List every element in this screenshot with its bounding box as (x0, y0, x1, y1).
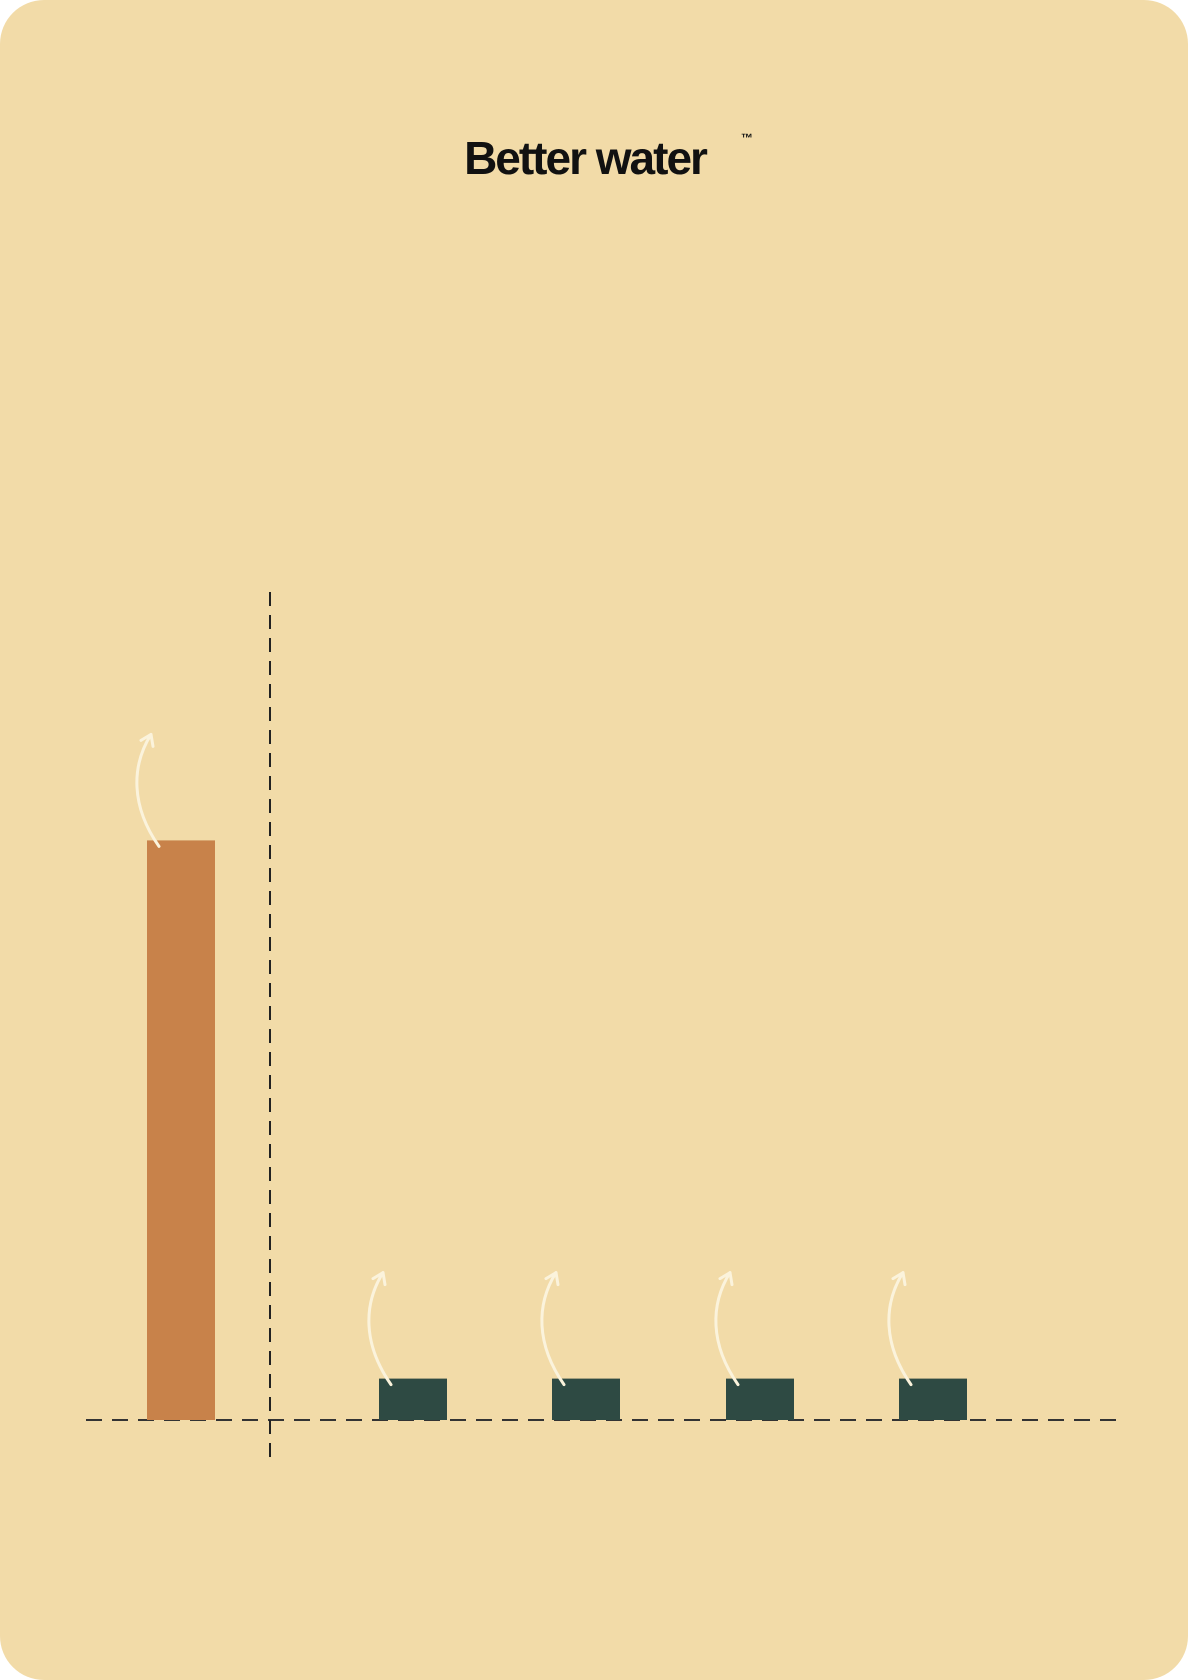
trademark: ™ (741, 131, 753, 145)
arrow (714, 1271, 740, 1387)
arrow (540, 1271, 566, 1387)
bar (552, 1378, 620, 1420)
bar (726, 1378, 794, 1420)
arrow (135, 732, 161, 848)
arrow-head (891, 1271, 907, 1287)
arrow (367, 1271, 393, 1387)
bar (899, 1378, 967, 1420)
arrow-head (718, 1271, 734, 1287)
bar (379, 1378, 447, 1420)
arrow-head (371, 1271, 387, 1287)
bar (147, 840, 215, 1420)
arrow (887, 1271, 913, 1387)
arrow-head (139, 732, 155, 748)
arrow-head (544, 1271, 560, 1287)
chart-title: Better water (464, 132, 708, 184)
